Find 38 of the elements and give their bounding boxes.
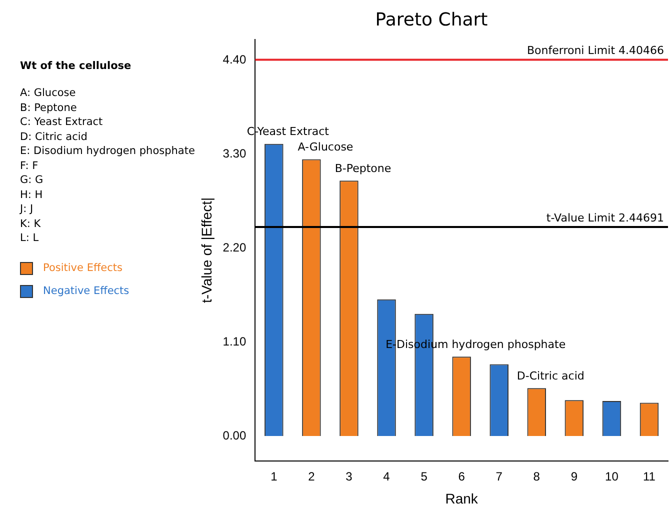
text: K: K	[20, 218, 41, 230]
annotation: A-Glucose	[298, 140, 354, 154]
y-axis-title: t-Value of |Effect|	[198, 197, 214, 303]
ref-line-label: Bonferroni Limit 4.40466	[526, 44, 664, 58]
annotation: B-Peptone	[334, 162, 392, 175]
x-tick-label: 9	[570, 469, 578, 484]
x-tick-label: 1	[270, 469, 278, 484]
y-tick-label: 0.00	[222, 428, 246, 442]
annotation: D-Citric acid	[516, 370, 584, 383]
y-tick-label: 2.20	[222, 240, 246, 254]
text: L: L	[20, 232, 39, 244]
x-tick-label: 7	[496, 469, 503, 484]
text: A: Glucose	[20, 86, 77, 100]
text: Wt of the cellulose	[20, 60, 132, 72]
text: E: Disodium hydrogen phosphate	[20, 144, 196, 158]
x-tick-label: 11	[643, 469, 656, 484]
ref-line-label: t-Value Limit 2.44691	[546, 211, 664, 224]
y-tick-label: 3.30	[222, 146, 246, 160]
x-tick-label: 2	[308, 469, 316, 484]
legend-label: Negative Effects	[43, 285, 130, 297]
legend-label: Positive Effects	[43, 262, 123, 274]
x-tick-label: 10	[605, 469, 619, 484]
y-tick-label: 4.40	[222, 52, 246, 66]
x-tick-label: 4	[383, 469, 390, 484]
x-tick-label: 8	[533, 469, 540, 484]
text: B: Peptone	[20, 100, 78, 115]
x-axis-title: Rank	[445, 490, 479, 506]
text: G: G	[20, 173, 44, 188]
chart-title: Pareto Chart	[375, 9, 488, 30]
text: C: Yeast Extract	[20, 115, 104, 130]
x-tick-label: 3	[346, 469, 353, 484]
text: D: Citric acid	[20, 130, 88, 144]
x-tick-label: 6	[458, 469, 466, 484]
text: H: H	[20, 188, 43, 200]
text: J: J	[20, 203, 34, 215]
y-tick-label: 1.10	[222, 334, 246, 348]
x-tick-label: 5	[420, 469, 428, 484]
text: F: F	[20, 158, 40, 173]
